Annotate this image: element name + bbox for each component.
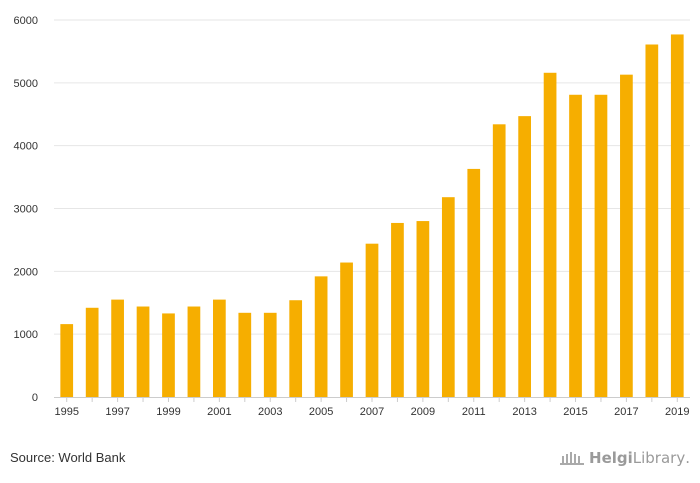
y-tick-label: 1000 — [14, 329, 38, 341]
x-tick-label: 2011 — [462, 406, 486, 418]
x-tick-label: 2017 — [614, 406, 638, 418]
x-tick-label: 2005 — [309, 406, 333, 418]
x-tick-label: 1997 — [105, 406, 129, 418]
bar-2000[interactable] — [187, 306, 201, 397]
bar-2003[interactable] — [263, 312, 277, 397]
bar-2008[interactable] — [391, 222, 404, 397]
x-tick-label: 2001 — [207, 406, 231, 418]
library-building-icon — [560, 452, 585, 465]
bar-1999[interactable] — [162, 313, 175, 397]
bar-1996[interactable] — [85, 307, 99, 397]
bar-2004[interactable] — [289, 300, 303, 397]
y-tick-label: 4000 — [14, 141, 38, 153]
logo-text-light: Library — [632, 449, 686, 467]
bar-2014[interactable] — [543, 72, 557, 397]
x-tick-label: 1995 — [54, 406, 78, 418]
y-tick-label: 2000 — [14, 266, 38, 278]
bar-2010[interactable] — [441, 197, 455, 397]
bar-2015[interactable] — [569, 94, 582, 397]
gridlines — [54, 19, 690, 335]
x-tick-label: 1999 — [156, 406, 180, 418]
bar-2016[interactable] — [594, 94, 608, 397]
bar-2011[interactable] — [467, 168, 481, 397]
bar-1997[interactable] — [111, 299, 124, 397]
bar-1995[interactable] — [60, 324, 74, 397]
bar-2017[interactable] — [620, 74, 633, 397]
y-tick-label: 6000 — [14, 15, 38, 27]
logo-text-bold: Helgi — [589, 449, 633, 467]
y-tick-label: 5000 — [14, 78, 38, 90]
y-axis-ticks: 0 1000 2000 3000 4000 5000 6000 — [14, 15, 38, 404]
bar-2005[interactable] — [314, 276, 328, 397]
bar-2018[interactable] — [645, 44, 659, 397]
bar-2013[interactable] — [518, 116, 531, 397]
x-tick-label: 2007 — [360, 406, 384, 418]
bar-2001[interactable] — [213, 299, 226, 397]
bars — [60, 34, 684, 398]
x-tick-label: 2019 — [665, 406, 689, 418]
x-tick-label: 2015 — [563, 406, 587, 418]
bar-2019[interactable] — [670, 34, 684, 398]
helgi-library-logo[interactable]: Helgi Library. — [559, 449, 690, 467]
bar-2002[interactable] — [238, 312, 252, 397]
x-tick-label: 2013 — [512, 406, 536, 418]
y-tick-label: 0 — [32, 392, 38, 404]
bar-chart: 0 1000 2000 3000 4000 5000 6000 1995 1997 1999 20… — [14, 15, 690, 418]
x-axis-ticks: 1995 1997 1999 2001 2003 2005 2007 2009 2011 2013… — [54, 397, 690, 418]
bar-2007[interactable] — [365, 243, 379, 397]
bar-1998[interactable] — [136, 306, 150, 397]
x-tick-label: 2003 — [258, 406, 282, 418]
bar-2009[interactable] — [416, 221, 430, 397]
bar-2012[interactable] — [492, 124, 506, 397]
bar-2006[interactable] — [340, 262, 353, 397]
x-tick-label: 2009 — [411, 406, 435, 418]
source-note: Source: World Bank — [10, 450, 126, 465]
y-tick-label: 3000 — [14, 204, 38, 216]
